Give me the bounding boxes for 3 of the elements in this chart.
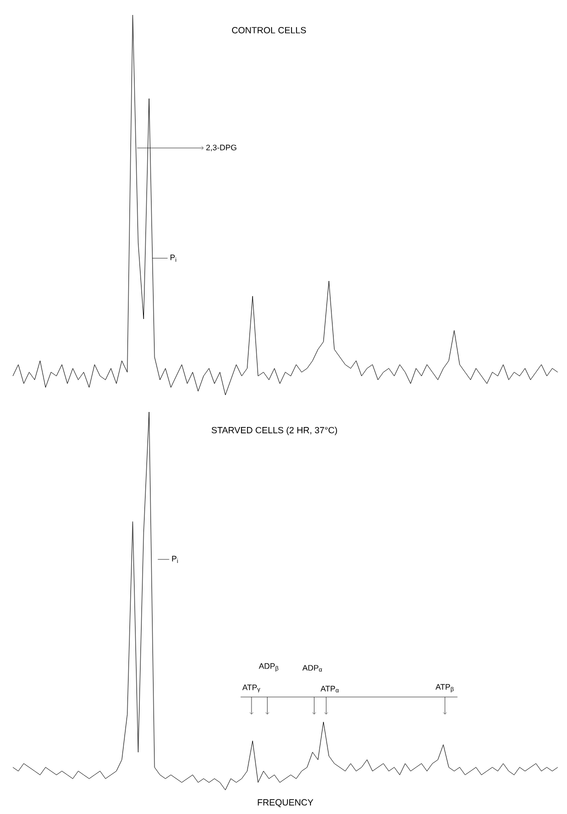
x-axis-title: FREQUENCY	[258, 799, 314, 808]
text: CONTROL CELLS	[232, 27, 306, 34]
text: STARVED CELLS (2 HR, 37°C)	[212, 426, 338, 436]
